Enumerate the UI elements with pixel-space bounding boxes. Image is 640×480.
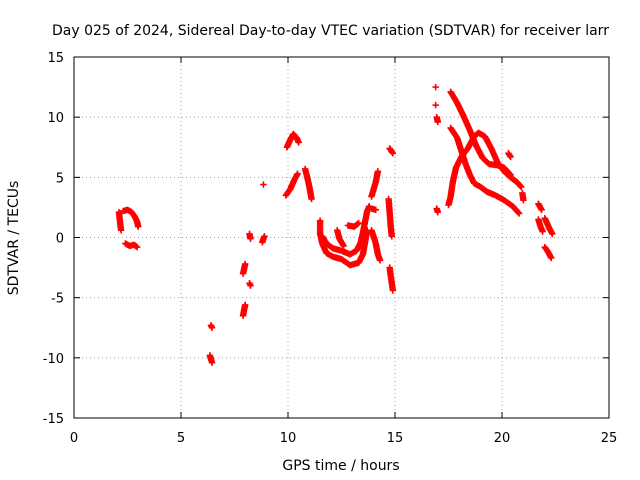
data-point [355,219,362,227]
data-point [388,233,395,240]
data-point [434,118,441,126]
y-tick-label: -15 [43,412,64,427]
x-tick-label: 25 [601,431,618,446]
data-point [507,171,514,179]
data-point [295,139,302,146]
data-point [247,282,254,289]
data-point [372,206,379,214]
data-points [115,83,556,366]
y-tick-label: 10 [47,111,64,126]
data-point [432,83,439,91]
data-point [247,235,254,242]
x-tick-label: 0 [70,431,78,446]
data-point [506,170,513,178]
data-point [208,324,216,331]
data-point [376,257,384,264]
data-point [538,206,545,214]
y-axis-label: SDTVAR / TECUs [6,181,22,296]
data-point [374,168,382,175]
x-tick-label: 15 [387,431,404,446]
data-point [135,223,142,230]
data-point [518,183,525,191]
data-point [432,101,439,109]
data-point [133,243,141,251]
data-point [242,260,249,268]
data-point [117,227,125,234]
axis-ticks: 0 5 10 15 20 25 -15 -10 -5 0 5 10 15 [43,51,618,446]
data-point [260,181,267,188]
data-point [434,209,441,216]
data-point [261,233,268,240]
data-point [515,210,523,217]
data-point [389,150,397,157]
data-point [549,230,556,238]
x-tick-label: 20 [494,431,511,446]
chart-title: Day 025 of 2024, Sidereal Day-to-day VTE… [52,23,609,39]
y-tick-label: -10 [43,352,64,367]
data-point [520,196,527,204]
data-point [548,254,555,262]
data-point [132,243,140,250]
data-point [539,228,546,235]
grid [74,57,609,418]
y-tick-label: 5 [56,171,64,186]
y-tick-label: -5 [51,292,64,307]
data-point [389,287,397,294]
x-tick-label: 5 [177,431,185,446]
x-axis-label: GPS time / hours [282,458,399,474]
data-point [208,359,216,366]
x-tick-label: 10 [280,431,297,446]
y-tick-label: 0 [56,232,64,247]
data-point [340,242,347,250]
data-point [308,195,315,203]
data-point [242,301,249,309]
data-point [388,148,396,156]
data-point [294,170,301,177]
y-tick-label: 15 [47,51,64,66]
data-point [515,209,522,216]
data-point [354,220,361,228]
data-point [517,182,524,190]
data-point [507,153,514,161]
